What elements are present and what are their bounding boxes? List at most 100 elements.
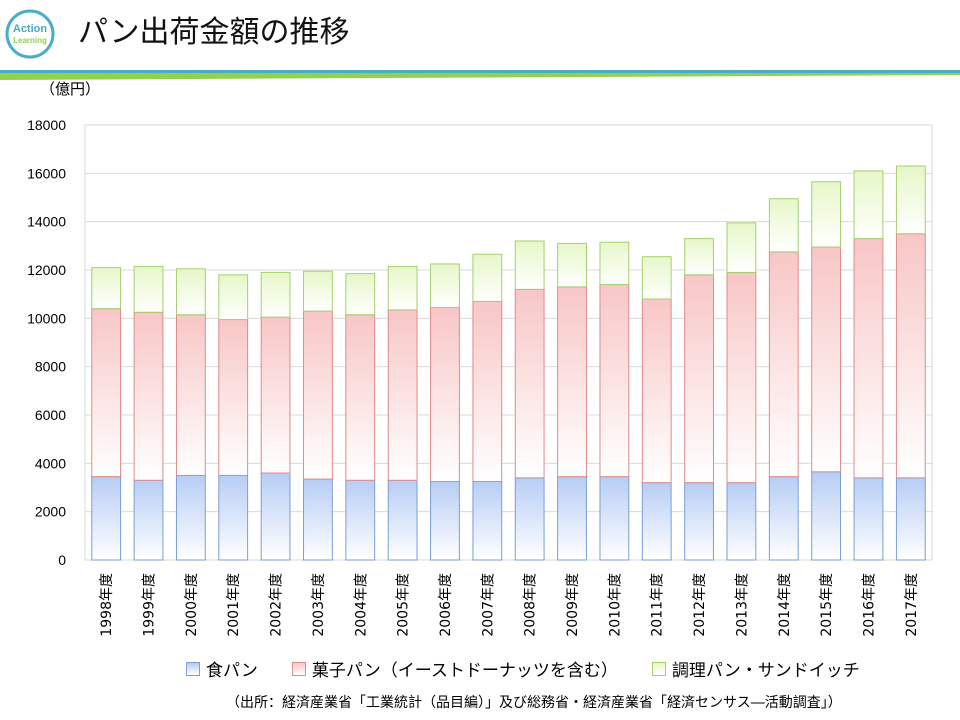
svg-text:Action: Action: [13, 23, 48, 35]
x-tick-label: 2011年度: [650, 573, 666, 637]
legend-label: 菓子パン（イーストドーナッツを含む）: [311, 661, 618, 681]
title-underline: [0, 70, 960, 80]
x-tick-label: 2001年度: [226, 573, 242, 637]
x-tick-label: 2017年度: [904, 573, 920, 637]
y-tick-label: 6000: [35, 407, 66, 423]
bar-segment: [599, 284, 630, 478]
bar-segment: [684, 482, 714, 561]
x-tick-label: 2009年度: [565, 573, 581, 637]
bar-segment: [218, 274, 249, 321]
y-tick-label: 0: [58, 552, 66, 568]
x-tick-label: 2004年度: [353, 573, 369, 637]
y-tick-label: 4000: [35, 455, 66, 471]
bar-segment: [641, 298, 672, 484]
bar-segment: [853, 477, 884, 561]
bar-segment: [260, 472, 291, 561]
bar-segment: [557, 286, 587, 478]
bar-segment: [345, 273, 376, 316]
x-tick-label: 2006年度: [438, 573, 454, 637]
bar-segment: [91, 476, 122, 561]
bar-segment: [514, 288, 545, 479]
x-tick-label: 2012年度: [692, 573, 708, 637]
source-note: （出所：経済産業省「工業統計（品目編）」及び総務省・経済産業省「経済センサス―活…: [226, 695, 842, 711]
legend-item: 菓子パン（イーストドーナッツを含む）: [291, 656, 618, 681]
x-tick-label: 2005年度: [396, 573, 412, 637]
bar-segment: [895, 477, 926, 561]
y-tick-label: 16000: [27, 165, 66, 181]
bar-segment: [472, 253, 503, 302]
x-tick-label: 2007年度: [480, 573, 496, 637]
x-tick-label: 1999年度: [142, 573, 158, 637]
bar-segment: [853, 170, 884, 240]
y-tick-label: 8000: [35, 359, 66, 375]
action-learning-logo: Action Learning: [5, 9, 55, 59]
svg-text:Learning: Learning: [13, 36, 47, 45]
bar-segment: [260, 316, 291, 474]
legend-swatch: [651, 661, 666, 676]
bar-segment: [811, 181, 842, 248]
bar-segment: [175, 474, 206, 561]
bar-segment: [175, 314, 206, 476]
bar-segment: [726, 482, 757, 561]
bar-segment: [472, 300, 503, 482]
y-tick-label: 12000: [27, 262, 66, 278]
bar-segment: [514, 240, 545, 290]
bar-segment: [91, 267, 122, 310]
bar-segment: [303, 310, 333, 480]
bar-segment: [175, 268, 206, 316]
bar-segment: [133, 265, 164, 313]
bar-segment: [768, 251, 799, 478]
bar-segment: [218, 474, 249, 561]
bar-segment: [133, 479, 164, 561]
bar-segment: [345, 479, 376, 561]
y-axis-unit-label: （億円）: [40, 80, 101, 98]
bar-segment: [641, 482, 672, 561]
y-tick-label: 10000: [27, 310, 66, 326]
bar-segment: [430, 263, 460, 308]
stacked-bar-chart: 0 2000 4000 6000 8000 10000 12000 14000 16000 180…: [27, 117, 933, 637]
legend-swatch: [186, 661, 200, 676]
legend-item: 食パン: [186, 656, 258, 681]
bar-segment: [853, 238, 884, 479]
legend-swatch: [291, 661, 306, 676]
x-tick-label: 2010年度: [607, 573, 623, 637]
bar-segment: [811, 471, 842, 561]
x-tick-label: 2015年度: [819, 573, 835, 637]
x-tick-label: 1998年度: [99, 573, 115, 637]
bar-segment: [684, 238, 714, 276]
y-tick-label: 14000: [27, 214, 66, 230]
x-tick-label: 2000年度: [184, 573, 200, 637]
bar-segment: [430, 306, 460, 482]
bar-segment: [599, 241, 630, 285]
legend-label: 食パン: [206, 661, 258, 681]
bar-segment: [726, 271, 757, 484]
x-tick-label: 2014年度: [777, 573, 793, 637]
bar-segment: [387, 309, 418, 481]
x-tick-label: 2016年度: [861, 573, 877, 637]
bar-segment: [387, 265, 418, 311]
bar-segment: [345, 314, 376, 481]
bar-segment: [768, 198, 799, 253]
x-tick-label: 2013年度: [734, 573, 750, 637]
bar-segment: [260, 271, 291, 318]
bar-segment: [895, 233, 926, 479]
bar-segment: [387, 479, 418, 561]
chart-legend: 食パン 菓子パン（イーストドーナッツを含む） 調理パン・サンドイッチ: [186, 656, 894, 681]
bar-segment: [133, 311, 164, 481]
y-tick-label: 2000: [35, 504, 66, 520]
legend-label: 調理パン・サンドイッチ: [671, 661, 860, 681]
bar-segment: [557, 476, 587, 561]
bar-segment: [430, 480, 460, 561]
y-tick-label: 18000: [27, 117, 66, 133]
bar-segment: [895, 165, 926, 235]
x-tick-label: 2002年度: [269, 573, 285, 637]
bar-segment: [811, 246, 842, 473]
bar-segment: [726, 222, 757, 273]
bar-segment: [768, 476, 799, 561]
bar-segment: [303, 478, 333, 561]
page-title: パン出荷金額の推移: [78, 15, 350, 50]
legend-item: 調理パン・サンドイッチ: [651, 656, 860, 681]
x-tick-label: 2008年度: [523, 573, 539, 637]
bar-segment: [303, 270, 333, 312]
bar-segment: [684, 274, 714, 484]
